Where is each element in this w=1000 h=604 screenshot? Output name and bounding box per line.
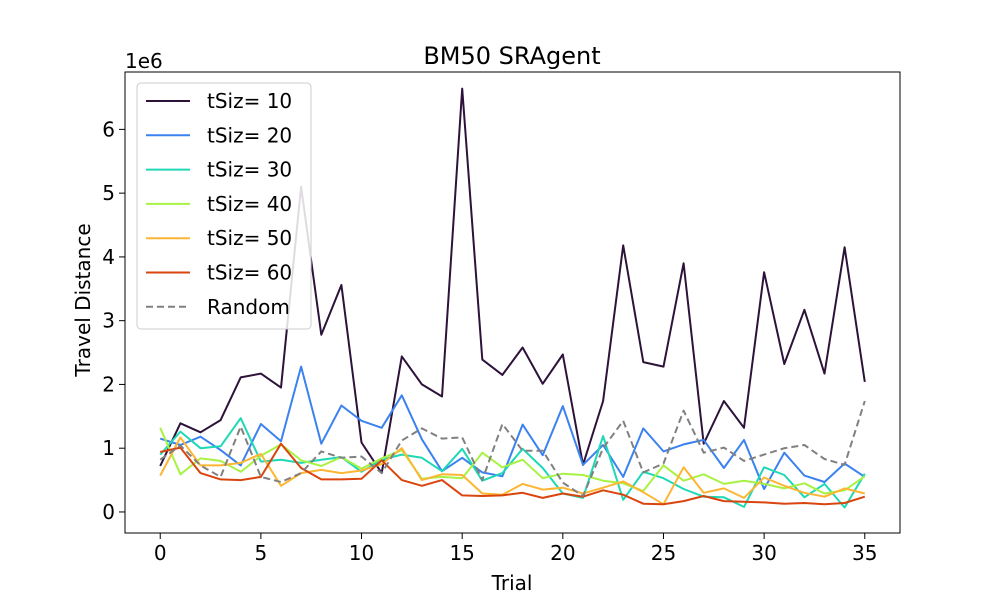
y-axis-offset-label: 1e6 (125, 49, 163, 73)
x-tick-label: 0 (154, 541, 167, 565)
y-axis-ticks: 0 1 2 3 4 5 6 (102, 117, 125, 524)
x-tick-label: 5 (255, 541, 268, 565)
series-line-5 (159, 442, 866, 506)
legend-label: tSiz= 10 (207, 89, 292, 113)
y-tick-label: 6 (102, 117, 115, 141)
y-tick-label: 2 (102, 372, 115, 396)
series-line-3 (159, 427, 866, 495)
y-tick-label: 4 (102, 245, 115, 269)
legend: tSiz= 10 tSiz= 20 tSiz= 30 tSiz= 40 tSiz= 50… (136, 82, 312, 330)
plot-lines (159, 87, 866, 509)
x-tick-label: 25 (651, 541, 676, 565)
legend-box (136, 82, 312, 330)
y-tick-label: 1 (102, 436, 115, 460)
x-axis-ticks: 0 5 10 15 20 25 30 35 (154, 533, 877, 565)
plot-area-frame (124, 71, 901, 534)
x-tick-label: 30 (751, 541, 776, 565)
series-line-6 (159, 400, 866, 497)
series-line-1 (159, 365, 866, 490)
series-line-0 (159, 87, 866, 475)
legend-label: tSiz= 20 (207, 123, 292, 147)
legend-label: tSiz= 60 (207, 261, 292, 285)
x-tick-label: 35 (852, 541, 877, 565)
chart-title: BM50 SRAgent (423, 42, 600, 70)
series-line-2 (159, 417, 866, 509)
y-tick-label: 3 (102, 309, 115, 333)
x-tick-label: 15 (449, 541, 474, 565)
y-tick-label: 5 (102, 181, 115, 205)
y-axis-label: Travel Distance (71, 223, 95, 377)
legend-label: tSiz= 30 (207, 158, 292, 182)
legend-label: Random (207, 295, 290, 319)
legend-label: tSiz= 40 (207, 192, 292, 216)
legend-label: tSiz= 50 (207, 226, 292, 250)
x-tick-label: 10 (349, 541, 374, 565)
x-axis-label: Trial (491, 571, 533, 595)
y-tick-label: 0 (102, 500, 115, 524)
x-tick-label: 20 (550, 541, 575, 565)
